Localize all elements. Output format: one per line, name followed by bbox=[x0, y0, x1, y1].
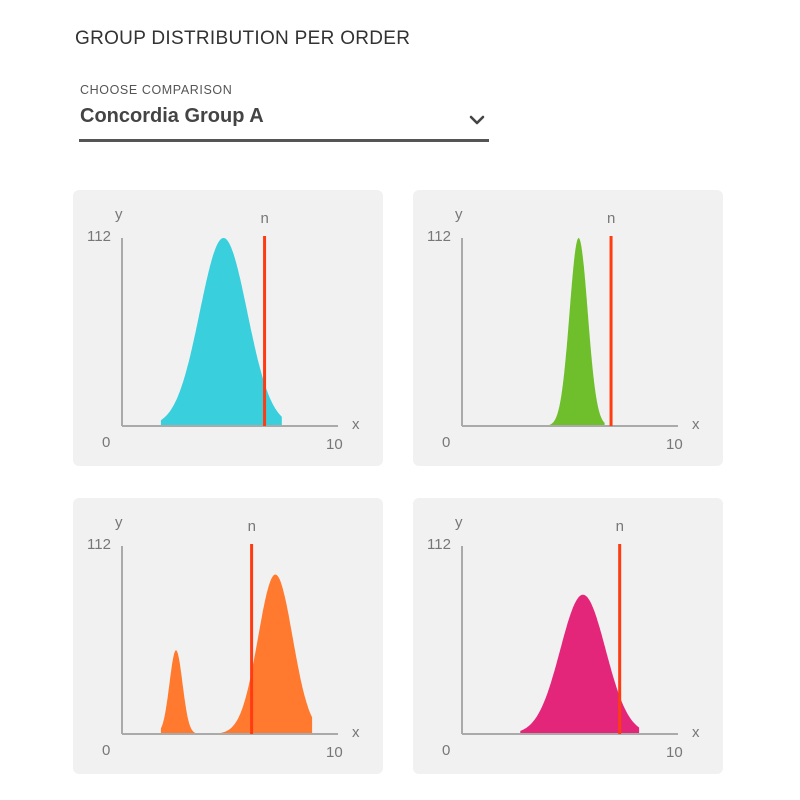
y-max-tick-label: 112 bbox=[427, 536, 451, 553]
n-marker-label: n bbox=[615, 518, 625, 535]
n-marker-label: n bbox=[247, 518, 256, 535]
y-max-tick-label: 112 bbox=[87, 536, 111, 553]
x-axis-label: x bbox=[692, 416, 700, 433]
chart-panel: y n 112 0 10 x bbox=[73, 498, 383, 774]
x-max-tick-label: 10 bbox=[666, 436, 683, 453]
distribution-chart bbox=[461, 236, 678, 427]
y-min-tick-label: 0 bbox=[102, 434, 111, 451]
distribution-chart bbox=[121, 544, 338, 735]
chart-panel: y n 112 0 10 x bbox=[73, 190, 383, 466]
y-min-tick-label: 0 bbox=[442, 742, 451, 759]
x-axis-label: x bbox=[692, 724, 700, 741]
x-max-tick-label: 10 bbox=[326, 744, 343, 761]
comparison-value: Concordia Group A bbox=[80, 105, 264, 127]
x-max-tick-label: 10 bbox=[666, 744, 683, 761]
distribution-chart bbox=[461, 544, 678, 735]
chart-panel: y n 112 0 10 x bbox=[413, 190, 723, 466]
y-axis-label: y bbox=[455, 206, 463, 223]
y-axis-label: y bbox=[115, 514, 123, 531]
x-axis-label: x bbox=[352, 724, 360, 741]
chart-panel: y n 112 0 10 x bbox=[413, 498, 723, 774]
y-axis-label: y bbox=[115, 206, 123, 223]
comparison-select[interactable]: Concordia Group A bbox=[79, 100, 489, 142]
distribution-area bbox=[160, 574, 313, 734]
x-max-tick-label: 10 bbox=[326, 436, 343, 453]
comparison-label: CHOOSE COMPARISON bbox=[80, 83, 233, 97]
n-marker-label: n bbox=[260, 210, 269, 227]
y-max-tick-label: 112 bbox=[87, 228, 111, 245]
chevron-down-icon bbox=[469, 115, 485, 125]
distribution-area bbox=[160, 238, 282, 426]
distribution-area bbox=[520, 594, 640, 734]
x-axis-label: x bbox=[352, 416, 360, 433]
y-min-tick-label: 0 bbox=[102, 742, 111, 759]
y-max-tick-label: 112 bbox=[427, 228, 451, 245]
distribution-chart bbox=[121, 236, 338, 427]
page-title: GROUP DISTRIBUTION PER ORDER bbox=[75, 28, 411, 49]
y-min-tick-label: 0 bbox=[442, 434, 451, 451]
y-axis-label: y bbox=[455, 514, 463, 531]
distribution-area bbox=[548, 238, 605, 426]
n-marker-label: n bbox=[607, 210, 616, 227]
